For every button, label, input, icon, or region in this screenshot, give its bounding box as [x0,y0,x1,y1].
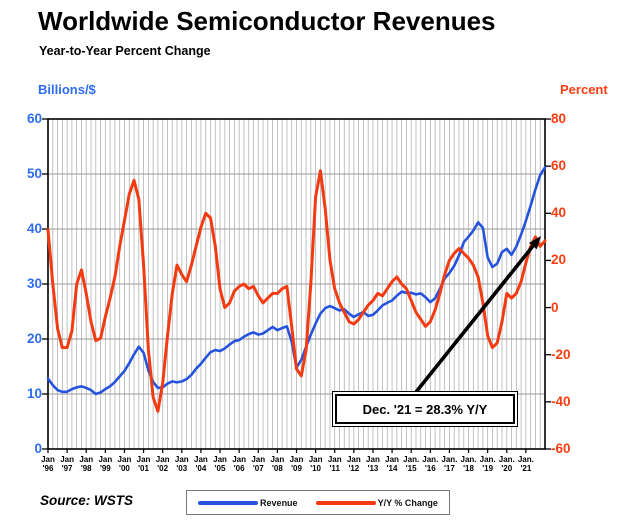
x-axis-label-21: Jan. '21 [517,455,534,473]
x-axis-label-15: Jan. '15 [403,455,420,473]
x-axis-label-05: Jan '05 [213,455,227,473]
x-axis-label-08: Jan '08 [270,455,285,473]
x-axis-label-98: Jan '98 [79,455,94,473]
x-axis-label-04: Jan '04 [194,455,208,473]
series-line-y-y-change [46,169,547,413]
x-axis-label-13: Jan '13 [366,455,380,473]
x-axis-label-12: Jan '12 [346,455,361,473]
left-axis-label-60: 60 [26,111,42,126]
right-axis-label-60: 60 [551,158,567,174]
source-credit: Source: WSTS [40,493,134,508]
left-axis-label-20: 20 [26,331,42,346]
right-axis-label-20: 20 [551,252,567,268]
annotation-callout: Dec. '21 = 28.3% Y/Y [335,394,515,424]
legend: Revenue Y/Y % Change [186,490,450,515]
page-subtitle: Year-to-Year Percent Change [39,44,211,58]
yoy-line-swatch [315,500,376,505]
x-axis-label-02: Jan '02 [155,455,170,473]
x-axis-label-14: Jan '14 [385,455,399,473]
left-axis-label-10: 10 [26,386,42,401]
right-axis-label--20: -20 [551,346,571,362]
x-axis-label-10: Jan '10 [308,455,323,473]
x-axis-label-11: Jan '11 [327,455,342,473]
right-axis-label--40: -40 [551,393,571,409]
x-axis-label-01: Jan '01 [136,455,151,473]
legend-item-yoy: Y/Y % Change [315,497,438,508]
x-axis-label-03: Jan '03 [174,455,189,473]
x-axis-label-99: Jan '99 [98,455,113,473]
left-axis-label-30: 30 [26,276,42,291]
annotation-arrow-head [528,236,541,250]
annotation-text: Dec. '21 = 28.3% Y/Y [362,401,488,417]
x-axis-label-19: Jan. '19 [479,455,496,473]
page-title: Worldwide Semiconductor Revenues [38,6,496,36]
left-axis-label-0: 0 [34,441,42,456]
right-axis-label-0: 0 [551,299,559,315]
left-axis-label-40: 40 [26,221,42,236]
annotation-arrow-shaft [410,245,535,399]
x-axis-label-20: Jan. '20 [498,455,515,473]
left-axis-label-50: 50 [26,166,42,181]
x-axis-label-09: Jan '09 [289,455,304,473]
legend-item-revenue: Revenue [198,498,298,508]
x-axis-label-96: Jan '96 [41,455,55,473]
right-axis-title: Percent [560,82,608,97]
x-axis-label-97: Jan '97 [60,455,74,473]
left-axis-title: Billions/$ [38,82,96,97]
legend-label-revenue: Revenue [260,497,298,508]
legend-label-yoy: Y/Y % Change [377,497,438,508]
x-axis-label-06: Jan '06 [232,455,247,473]
x-axis-label-16: Jan. '16 [422,455,439,473]
x-axis-label-18: Jan. '18 [460,455,477,473]
revenue-line-swatch [198,500,259,505]
right-axis-label-40: 40 [551,205,567,221]
right-axis-label--60: -60 [551,441,571,456]
right-axis-label-80: 80 [551,111,567,126]
x-axis-label-07: Jan '07 [251,455,266,473]
x-axis-label-00: Jan '00 [117,455,132,473]
x-axis-label-17: Jan. '17 [441,455,458,473]
